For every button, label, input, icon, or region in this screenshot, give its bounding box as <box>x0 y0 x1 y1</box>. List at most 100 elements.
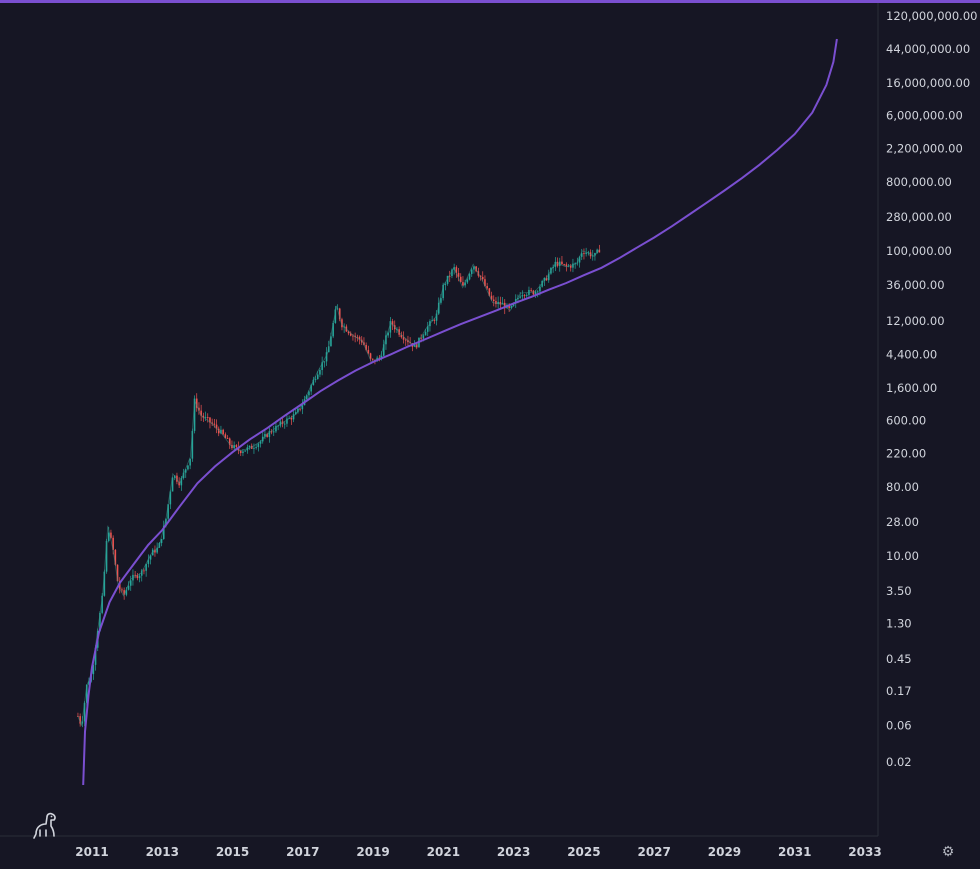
candle-body <box>356 336 359 338</box>
candle-body <box>413 344 416 347</box>
candle-body <box>455 267 458 273</box>
y-tick-label: 44,000,000.00 <box>886 42 970 56</box>
x-tick-label: 2015 <box>216 845 249 859</box>
candle-body <box>536 291 539 293</box>
x-axis-ticks: 2011 2013 2015 2017 2019 2021 2023 2025 2027 2029… <box>75 845 881 859</box>
candle-body <box>283 423 286 425</box>
candle-body <box>244 450 246 452</box>
candle-body <box>83 702 86 722</box>
y-tick-label: 6,000,000.00 <box>886 108 963 122</box>
settings-gear-icon[interactable]: ⚙ <box>941 844 955 860</box>
y-tick-label: 0.06 <box>886 719 912 733</box>
candle-body <box>248 445 251 448</box>
y-tick-label: 12,000.00 <box>886 314 945 328</box>
candle-body <box>547 273 550 281</box>
candle-body <box>198 407 200 411</box>
candle-body <box>325 352 328 362</box>
candle-body <box>222 429 224 435</box>
candle-body <box>580 253 583 257</box>
candle-body <box>215 424 218 429</box>
candle-body <box>305 395 308 400</box>
candle-body <box>321 362 323 370</box>
price-candles <box>77 244 601 728</box>
candle-body <box>264 434 266 437</box>
candle-body <box>583 253 585 254</box>
candle-body <box>294 412 297 415</box>
y-tick-label: 2,200,000.00 <box>886 142 963 156</box>
candle-body <box>569 265 572 268</box>
candle-body <box>257 443 260 448</box>
candle-body <box>268 431 271 437</box>
y-tick-label: 0.17 <box>886 684 912 698</box>
candle-body <box>127 585 130 590</box>
candle-body <box>539 286 541 292</box>
candle-body <box>400 334 403 338</box>
y-tick-label: 28.00 <box>886 515 919 529</box>
candle-body <box>310 385 312 392</box>
candle-body <box>358 337 361 340</box>
candle-body <box>501 302 504 305</box>
candle-body <box>572 263 574 268</box>
y-tick-label: 1.30 <box>886 617 912 631</box>
x-tick-label: 2013 <box>146 845 179 859</box>
candle-body <box>585 252 587 254</box>
candle-body <box>116 564 119 582</box>
candle-body <box>492 299 495 302</box>
candle-body <box>233 445 235 448</box>
candle-body <box>466 279 469 283</box>
candle-body <box>169 491 172 505</box>
candle-body <box>292 414 295 420</box>
y-tick-label: 16,000,000.00 <box>886 76 970 90</box>
candle-body <box>407 340 409 343</box>
candle-body <box>523 295 526 296</box>
candle-body <box>481 277 484 280</box>
x-tick-label: 2029 <box>708 845 741 859</box>
candle-body <box>565 264 568 267</box>
candle-body <box>495 301 497 305</box>
candle-body <box>160 538 163 544</box>
candle-body <box>330 336 332 347</box>
candle-body <box>470 269 473 274</box>
candle-body <box>444 283 447 285</box>
candle-body <box>508 304 510 308</box>
y-tick-label: 3.50 <box>886 584 912 598</box>
candle-body <box>459 276 462 283</box>
candle-body <box>486 286 488 289</box>
candle-body <box>468 273 471 280</box>
y-tick-label: 100,000.00 <box>886 244 952 258</box>
candle-body <box>123 590 125 595</box>
candle-body <box>382 344 385 356</box>
candle-body <box>206 417 209 418</box>
x-tick-label: 2031 <box>778 845 811 859</box>
y-tick-label: 80.00 <box>886 480 919 494</box>
candle-body <box>165 518 167 526</box>
candle-body <box>387 332 389 336</box>
candle-body <box>235 445 238 447</box>
candle-body <box>204 417 207 418</box>
chart-top-border <box>0 0 980 3</box>
candle-body <box>81 721 84 724</box>
candle-body <box>334 309 337 323</box>
candle-body <box>448 275 451 277</box>
candle-body <box>473 266 475 270</box>
candle-body <box>462 282 464 286</box>
candle-body <box>178 481 180 486</box>
candle-body <box>191 430 194 459</box>
candle-body <box>545 277 548 281</box>
candle-body <box>521 295 524 297</box>
candle-body <box>497 301 499 305</box>
dinosaur-logo-icon[interactable] <box>33 812 56 839</box>
candle-body <box>279 421 282 426</box>
candle-body <box>380 355 383 358</box>
candle-body <box>121 589 123 591</box>
y-tick-label: 1,600.00 <box>886 381 937 395</box>
candle-body <box>457 272 460 277</box>
candle-body <box>367 349 370 354</box>
candle-body <box>402 337 405 340</box>
candle-body <box>435 313 438 321</box>
candle-body <box>138 575 141 579</box>
candle-body <box>140 570 143 576</box>
candle-body <box>101 595 103 613</box>
